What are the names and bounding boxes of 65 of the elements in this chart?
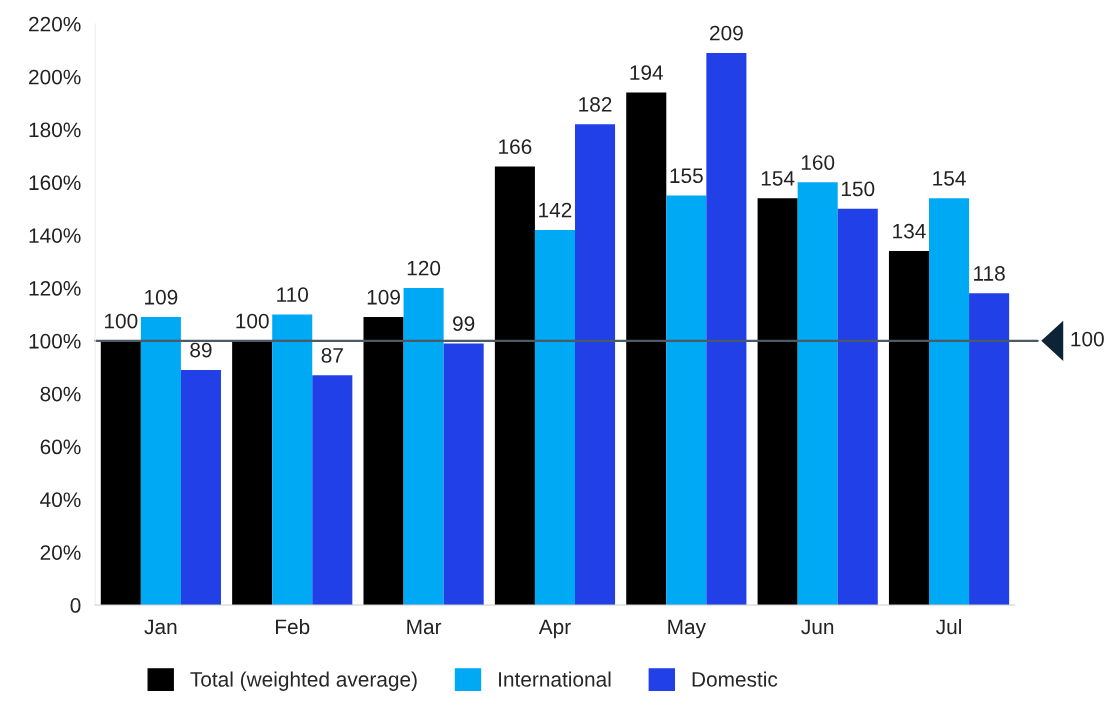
x-tick-label: Jun [801,619,834,635]
y-tick-label: 180% [29,122,81,138]
bar [574,124,616,606]
data-label: 100 [236,313,269,329]
x-tick-label: Jul [936,618,961,635]
data-label: 100 [105,313,138,329]
bar [363,317,404,606]
data-label: 109 [145,289,178,305]
data-label: 120 [407,260,441,276]
data-label: 109 [367,289,400,305]
bar [888,251,930,606]
bar [626,92,667,606]
bar [797,182,838,606]
bar [929,198,970,606]
data-label: 99 [453,316,475,332]
y-tick-label: 140% [29,228,81,243]
bar [140,317,181,606]
data-label: 182 [579,97,612,112]
data-label: 194 [630,65,664,81]
legend-label: Domestic [692,671,778,687]
ref-line-label: 100 [1071,331,1104,347]
data-label: 154 [933,171,966,186]
data-label: 118 [974,266,1005,281]
x-tick-label: Mar [407,619,442,635]
y-tick-label: 20% [40,545,81,560]
y-tick-label: 0 [70,598,81,613]
y-tick-label: 220% [29,16,81,32]
y-tick-label: 120% [29,281,81,296]
data-label: 134 [893,223,926,239]
data-label: 155 [670,168,703,184]
y-tick-label: 200% [29,69,81,85]
bar [312,375,353,606]
y-tick-label: 160% [29,175,81,191]
x-tick-label: Jan [144,619,177,635]
y-tick-label: 100% [29,333,81,349]
y-tick-label: 40% [40,492,81,508]
bar [232,340,273,606]
data-label: 154 [761,171,795,186]
bar [100,340,141,606]
data-label: 150 [841,181,875,197]
legend-label: International [499,671,611,687]
bar [272,314,313,606]
y-tick-label: 80% [40,386,81,402]
data-label: 209 [710,25,743,41]
data-label: 87 [321,347,343,363]
bar [443,343,484,606]
bar [757,198,798,606]
x-tick-label: May [668,619,706,639]
legend-label: Total (weighted average) [190,671,417,691]
y-tick-label: 60% [40,439,81,455]
data-label: 160 [801,155,835,170]
bar [666,195,707,606]
x-tick-label: Apr [538,619,571,639]
bar [969,293,1010,606]
data-label: 89 [190,342,212,358]
data-label: 110 [277,287,309,302]
bar [706,52,747,606]
bar [494,166,535,606]
data-label: 166 [499,139,532,155]
bar [534,229,575,606]
data-label: 142 [539,202,572,218]
bar [837,208,878,606]
bar [403,288,444,606]
bar [180,369,221,606]
x-tick-label: Feb [276,618,310,635]
